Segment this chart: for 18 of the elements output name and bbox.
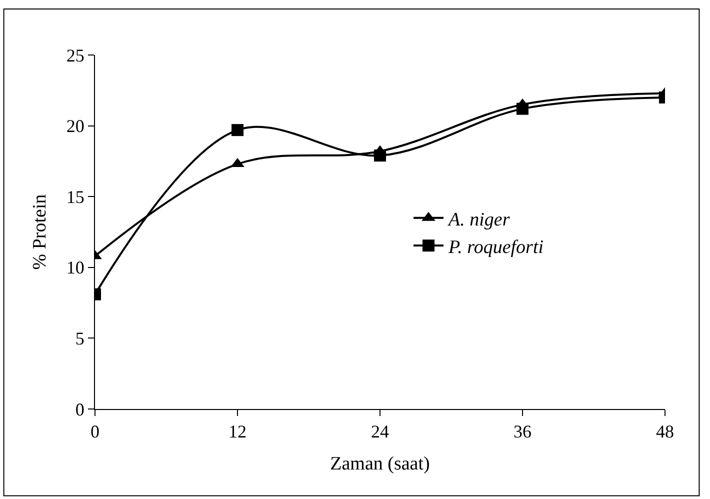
legend-label: P. roqueforti xyxy=(448,236,544,258)
point xyxy=(232,124,244,136)
point xyxy=(516,102,528,115)
x-tick-label: 48 xyxy=(656,422,674,442)
x-tick-label: 36 xyxy=(514,422,532,442)
y-tick-label: 25 xyxy=(66,45,84,66)
x-tick-label: 24 xyxy=(371,422,389,442)
y-axis-title: % Protein xyxy=(29,194,50,270)
point xyxy=(374,150,386,162)
legend-label: A. niger xyxy=(446,209,510,230)
y-tick-label: 10 xyxy=(66,258,84,278)
x-tick-label: 0 xyxy=(90,422,100,442)
y-tick-label: 20 xyxy=(66,116,84,136)
x-axis-title: Zaman (saat) xyxy=(330,453,430,474)
y-tick-label: 15 xyxy=(66,186,84,207)
y-tick-label: 0 xyxy=(75,399,84,420)
y-tick-label: 5 xyxy=(75,328,84,348)
x-tick-label: 12 xyxy=(228,422,246,442)
